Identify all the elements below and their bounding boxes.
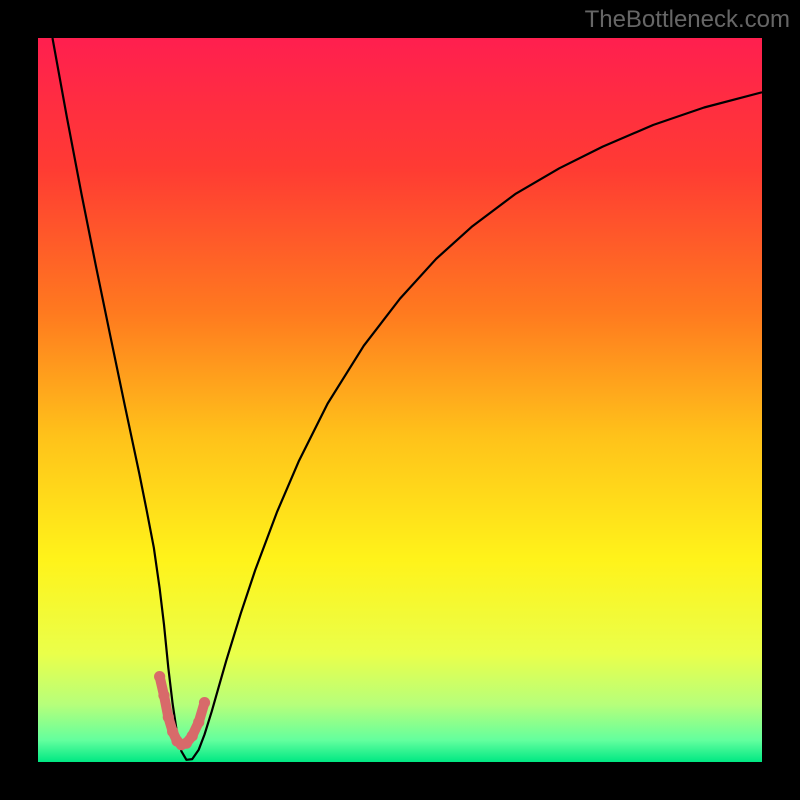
valley-marker-dot [163, 712, 174, 723]
valley-marker-dot [154, 671, 165, 682]
chart-background [38, 38, 762, 762]
watermark-text: TheBottleneck.com [585, 6, 790, 34]
valley-marker-dot [193, 717, 204, 728]
chart-plot-area [38, 38, 762, 762]
valley-marker-dot [187, 730, 198, 741]
valley-marker-dot [158, 690, 169, 701]
valley-marker-dot [199, 697, 210, 708]
chart-svg [38, 38, 762, 762]
